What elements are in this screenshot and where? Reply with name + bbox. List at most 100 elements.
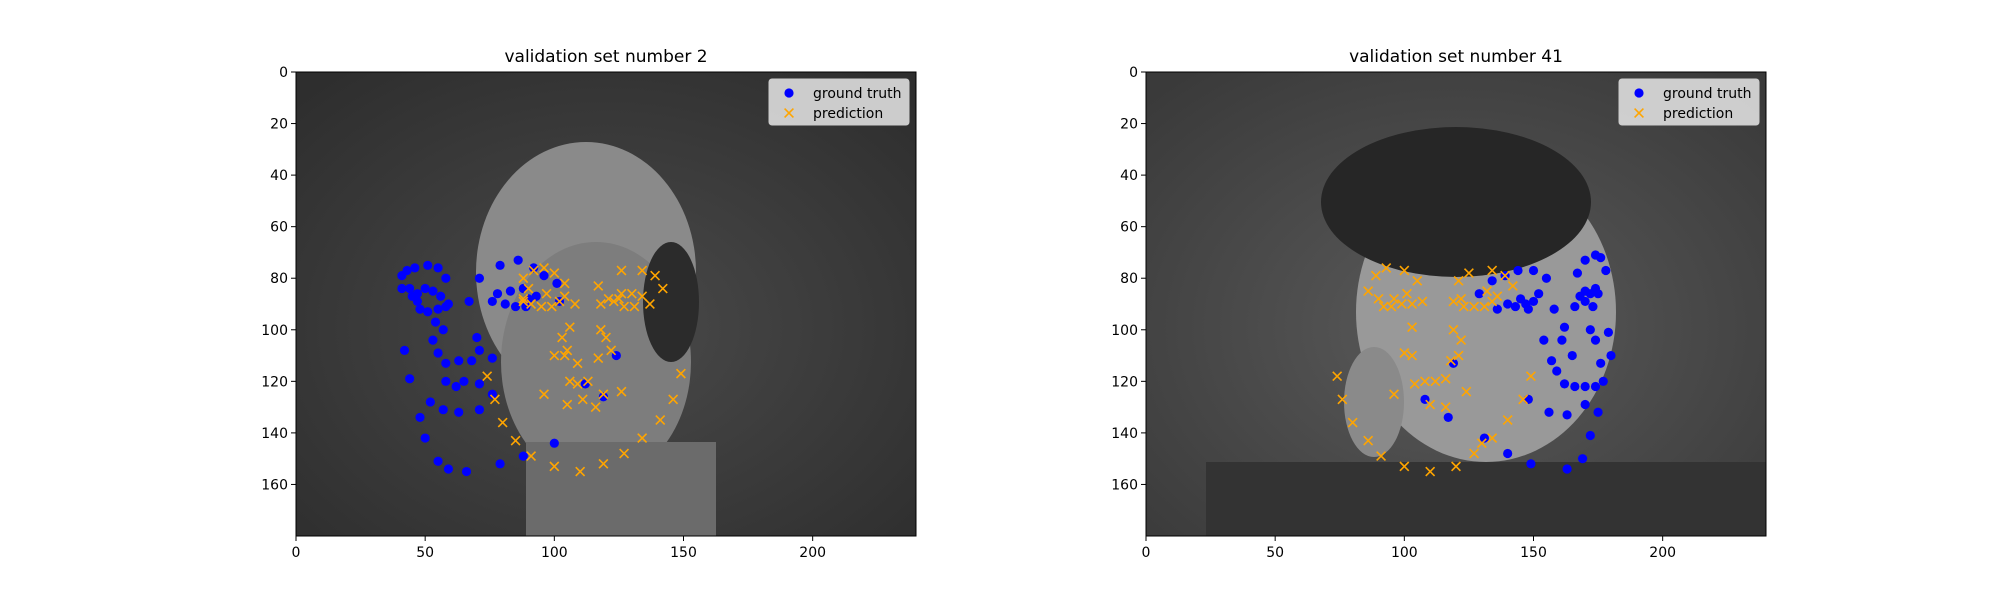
chart-panel-left: validation set number 2 0 50 100 150 200 0 20 4…	[261, 47, 917, 561]
prediction-point	[613, 293, 624, 304]
ground-truth-point	[433, 348, 443, 358]
ground-truth-point	[531, 291, 541, 301]
ground-truth-point	[1559, 322, 1570, 332]
ground-truth-point	[441, 273, 451, 283]
prediction-series	[482, 262, 686, 477]
prediction-point	[603, 293, 614, 304]
subject-silhouette	[476, 142, 716, 536]
prediction-series	[1332, 262, 1536, 477]
ground-truth-point	[1528, 265, 1539, 276]
x-tick-label: 100	[1391, 545, 1418, 561]
prediction-point	[601, 332, 611, 343]
ground-truth-point	[472, 332, 482, 343]
ground-truth-point	[451, 381, 461, 392]
ground-truth-point	[1523, 304, 1533, 314]
prediction-point	[518, 293, 529, 304]
prediction-point	[546, 301, 557, 312]
prediction-point	[1363, 286, 1374, 297]
ground-truth-point	[443, 299, 454, 309]
y-tick-label: 60	[270, 220, 288, 236]
prediction-point	[598, 458, 609, 469]
legend-x-marker	[784, 108, 794, 118]
legend-x-marker	[1634, 108, 1644, 118]
prediction-point	[1417, 296, 1428, 307]
ground-truth-point	[443, 464, 454, 474]
prediction-point	[1381, 262, 1392, 273]
prediction-point	[1502, 415, 1513, 425]
background-photo	[1146, 72, 1766, 536]
prediction-point	[1451, 461, 1461, 472]
prediction-point	[1409, 378, 1420, 389]
ground-truth-point	[1570, 301, 1580, 312]
prediction-point	[637, 433, 648, 444]
prediction-point	[1492, 291, 1503, 302]
ground-truth-point	[467, 356, 477, 366]
legend-label: ground truth	[1663, 86, 1751, 102]
ground-truth-point	[1528, 296, 1539, 307]
prediction-point	[1476, 438, 1487, 449]
x-tick-label: 200	[1649, 545, 1676, 561]
prediction-point	[1399, 461, 1410, 472]
chart-title: validation set number 41	[1349, 47, 1563, 67]
y-tick-label: 20	[270, 117, 288, 133]
x-tick-label: 0	[1142, 545, 1151, 561]
prediction-point	[1399, 265, 1410, 276]
ground-truth-point	[420, 433, 430, 443]
prediction-point	[572, 358, 583, 369]
ground-truth-point	[1596, 358, 1606, 368]
prediction-point	[1389, 389, 1399, 400]
ground-truth-point	[1593, 289, 1603, 299]
prediction-point	[1420, 376, 1430, 387]
ground-truth-point	[1523, 394, 1533, 404]
prediction-point	[1396, 299, 1407, 309]
prediction-point	[619, 301, 630, 312]
prediction-point	[539, 262, 549, 273]
prediction-point	[590, 402, 601, 413]
prediction-point	[564, 322, 575, 333]
prediction-point	[523, 283, 534, 294]
x-tick-label: 0	[292, 545, 301, 561]
prediction-point	[637, 265, 648, 276]
prediction-point	[559, 278, 570, 289]
x-tick-label: 150	[670, 545, 697, 561]
prediction-point	[1469, 448, 1480, 459]
prediction-point	[549, 268, 560, 279]
ground-truth-point	[1577, 454, 1588, 464]
prediction-point	[559, 291, 570, 302]
ground-truth-point	[1549, 304, 1559, 314]
prediction-point	[1347, 417, 1358, 428]
ground-truth-point	[1544, 407, 1554, 417]
y-tick-label: 80	[270, 271, 288, 287]
ground-truth-point	[518, 451, 528, 461]
ground-truth-point	[1539, 335, 1549, 345]
y-tick-label: 0	[279, 65, 288, 81]
ground-truth-point	[500, 299, 510, 309]
prediction-point	[616, 265, 627, 276]
ground-truth-point	[492, 289, 503, 299]
ground-truth-point	[407, 291, 417, 301]
prediction-point	[675, 368, 686, 379]
ground-truth-point	[1443, 412, 1453, 423]
prediction-point	[1458, 301, 1469, 312]
ground-truth-point	[1479, 433, 1490, 443]
y-tick-label: 140	[261, 426, 288, 442]
background-photo	[296, 72, 916, 536]
ground-truth-point	[1603, 327, 1614, 337]
ground-truth-point	[433, 304, 443, 314]
prediction-point	[606, 345, 617, 356]
ground-truth-point	[454, 356, 464, 366]
prediction-point	[1507, 280, 1518, 291]
ground-truth-point	[1601, 265, 1611, 276]
ground-truth-point	[454, 407, 464, 417]
prediction-point	[616, 386, 627, 397]
ground-truth-point	[1580, 296, 1590, 307]
ground-truth-point	[505, 286, 516, 296]
prediction-point	[1479, 301, 1490, 312]
prediction-point	[1453, 350, 1464, 361]
prediction-point	[655, 415, 666, 425]
prediction-point	[526, 451, 537, 462]
ground-truth-point	[1515, 294, 1526, 304]
ground-truth-point	[1562, 464, 1572, 474]
prediction-point	[657, 283, 668, 294]
